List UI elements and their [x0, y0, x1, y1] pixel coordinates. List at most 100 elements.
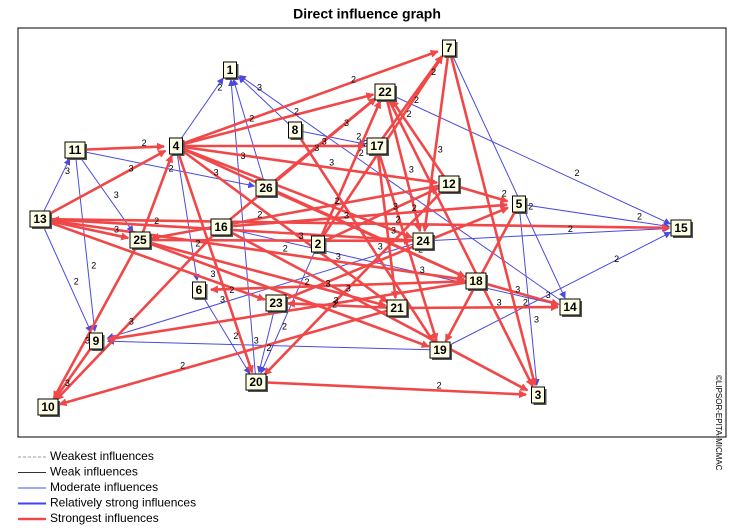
node-box: [288, 121, 302, 139]
node: 6: [192, 281, 208, 300]
edge-weight: 3: [241, 151, 246, 161]
edge-weight: 3: [393, 201, 398, 211]
edge-weight: 3: [254, 335, 259, 345]
title: Direct influence graph: [293, 6, 441, 22]
node: 10: [37, 398, 60, 417]
node: 14: [559, 298, 582, 317]
edge: [518, 203, 671, 230]
edge: [383, 91, 423, 233]
edge: [263, 183, 450, 376]
edge: [384, 91, 672, 225]
edge-weight: 2: [359, 148, 364, 158]
edge-weight: 3: [257, 83, 262, 93]
edge: [421, 47, 451, 233]
node-label: 12: [442, 177, 456, 191]
node: 16: [210, 218, 233, 237]
edge: [175, 92, 375, 148]
node: 23: [265, 294, 288, 313]
node-box: [89, 332, 103, 350]
node-label: 25: [133, 233, 147, 247]
edge: [475, 279, 560, 307]
node-label: 23: [269, 296, 283, 310]
node-label: 18: [469, 274, 483, 288]
edge: [256, 302, 277, 374]
edge-weight: 2: [74, 276, 79, 286]
edge: [175, 49, 439, 148]
edge: [39, 217, 671, 232]
node: 15: [670, 219, 693, 238]
edge-weight: 2: [233, 331, 238, 341]
edge: [175, 144, 439, 186]
legend-label: Relatively strong influences: [50, 496, 196, 510]
node: 7: [442, 39, 458, 58]
edge: [316, 100, 382, 245]
edge: [175, 144, 389, 304]
edge-weight: 2: [351, 75, 356, 85]
node-label: 24: [416, 234, 430, 248]
node: 8: [288, 121, 304, 140]
edge-weight: 2: [407, 109, 412, 119]
edge-weight: 2: [332, 300, 337, 310]
edge-weight: 3: [546, 290, 551, 300]
edge-weight: 3: [346, 283, 351, 293]
edge: [255, 380, 528, 399]
node-label: 11: [69, 143, 82, 157]
edge: [220, 225, 529, 392]
node: 20: [245, 373, 268, 392]
copyright: ©LIPSOR-EPITA-MICMAC: [714, 375, 723, 471]
edge-weight: 2: [335, 196, 340, 206]
edge: [375, 55, 443, 147]
edge-weight: 3: [409, 164, 414, 174]
node-box: [223, 61, 237, 79]
node-label: 7: [446, 41, 453, 55]
node-label: 4: [173, 139, 180, 153]
edge-weight: 3: [378, 241, 383, 251]
edge: [50, 215, 424, 243]
node-label: 26: [259, 181, 273, 195]
node-box: [429, 341, 451, 359]
edge: [422, 225, 671, 242]
edge-weight: 3: [114, 190, 119, 200]
edge-weight: 2: [294, 107, 299, 117]
edge: [139, 238, 387, 308]
edge: [39, 218, 92, 333]
legend: Weakest influences Weak influencesModerat…: [18, 449, 196, 525]
edge-weight: 2: [283, 243, 288, 253]
edge-weight: 2: [142, 138, 147, 148]
edge: [74, 149, 134, 233]
node-label: 14: [563, 300, 577, 314]
edge: [286, 299, 398, 310]
edge-weight: 3: [497, 298, 502, 308]
legend-label: Weak influences: [50, 465, 138, 479]
edge-weight: 2: [528, 202, 533, 212]
edge: [375, 145, 399, 300]
edge: [175, 144, 413, 239]
nodes: 1234567891011121314151617181920212223242…: [29, 39, 693, 417]
node-label: 10: [41, 400, 55, 414]
edge: [74, 149, 256, 189]
edge: [238, 76, 296, 131]
node-box: [442, 39, 456, 57]
edge-weight: 2: [502, 189, 507, 199]
node-box: [311, 235, 325, 253]
edge-weight: 3: [333, 296, 338, 306]
edge-weight: 2: [195, 239, 200, 249]
edge-weight: 2: [412, 203, 417, 213]
edge-weight: 2: [523, 298, 528, 308]
edge-weight: 3: [214, 167, 219, 177]
edge: [39, 217, 266, 302]
node-box: [29, 210, 51, 228]
legend-label: Strongest influences: [50, 511, 159, 525]
edge-weight: 2: [356, 132, 361, 142]
node-label: 1: [227, 63, 234, 77]
node-label: 13: [33, 212, 47, 226]
node: 9: [89, 332, 105, 351]
node-box: [255, 179, 277, 197]
edge-weight: 3: [299, 231, 304, 241]
edge-weight: 3: [534, 315, 539, 325]
node: 17: [366, 137, 389, 156]
edge-weight: 3: [344, 211, 349, 221]
edge-weight: 2: [637, 211, 642, 221]
edge: [52, 239, 142, 400]
edge: [448, 47, 566, 299]
